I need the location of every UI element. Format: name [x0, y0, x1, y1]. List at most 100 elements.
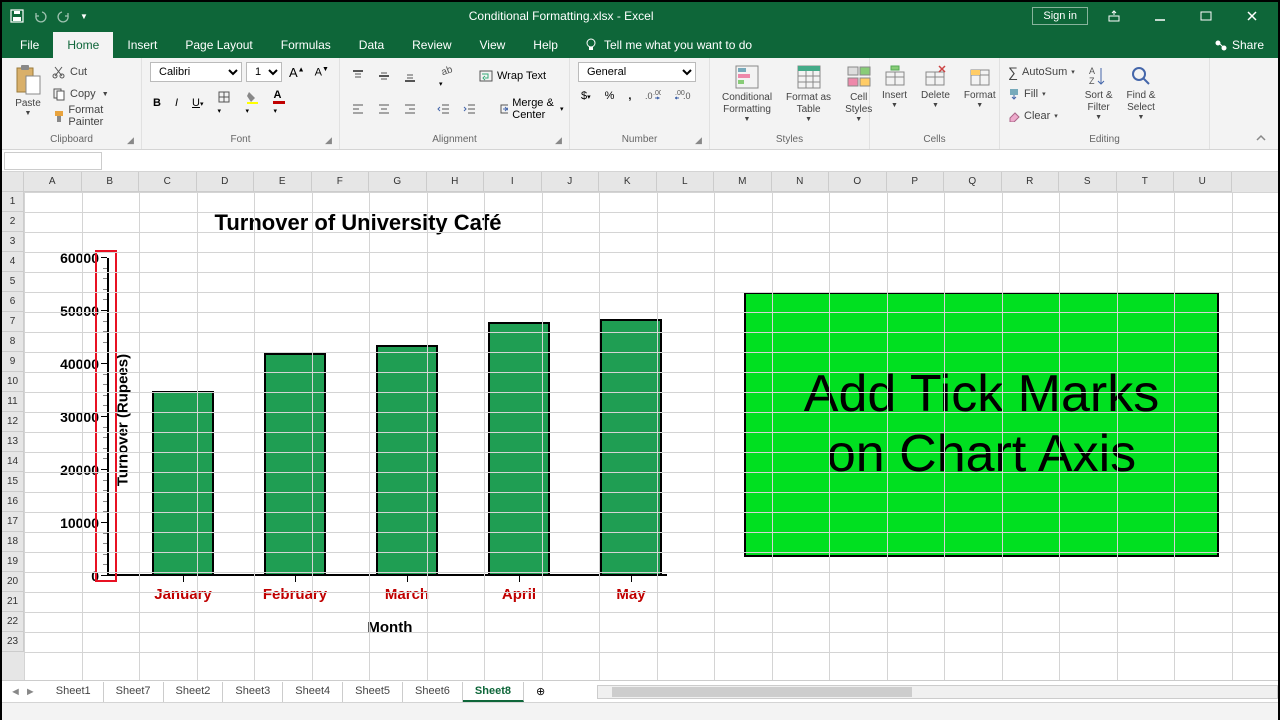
orientation-icon[interactable]: ab▾: [436, 62, 456, 90]
row-header[interactable]: 23: [2, 632, 24, 652]
decrease-decimal-icon[interactable]: .00.0: [672, 88, 694, 104]
format-cells-button[interactable]: Format▼: [960, 62, 1000, 112]
col-header[interactable]: F: [312, 172, 370, 192]
wrap-text-button[interactable]: Wrap Text: [476, 68, 549, 84]
chart-bar[interactable]: [600, 319, 662, 576]
align-left-icon[interactable]: [348, 101, 368, 117]
align-top-icon[interactable]: [348, 68, 368, 84]
select-all-corner[interactable]: [2, 172, 24, 192]
row-header[interactable]: 4: [2, 252, 24, 272]
row-header[interactable]: 11: [2, 392, 24, 412]
font-name-combo[interactable]: Calibri: [150, 62, 242, 82]
number-launcher[interactable]: ◢: [695, 135, 705, 145]
sheet-tab[interactable]: Sheet3: [223, 682, 283, 702]
increase-decimal-icon[interactable]: .0.00: [642, 88, 664, 104]
horizontal-scrollbar[interactable]: [597, 685, 1278, 699]
sheet-tab[interactable]: Sheet7: [104, 682, 164, 702]
close-icon[interactable]: [1232, 2, 1272, 30]
row-header[interactable]: 12: [2, 412, 24, 432]
row-header[interactable]: 19: [2, 552, 24, 572]
autosum-button[interactable]: ∑AutoSum▾: [1008, 62, 1075, 82]
tab-review[interactable]: Review: [398, 32, 465, 58]
row-header[interactable]: 3: [2, 232, 24, 252]
font-color-button[interactable]: A▾: [270, 88, 288, 117]
col-header[interactable]: J: [542, 172, 600, 192]
copy-button[interactable]: Copy▼: [52, 84, 133, 104]
ribbon-display-icon[interactable]: [1094, 2, 1134, 30]
alignment-launcher[interactable]: ◢: [555, 135, 565, 145]
row-header[interactable]: 9: [2, 352, 24, 372]
qat-dropdown-icon[interactable]: ▼: [80, 12, 88, 21]
row-header[interactable]: 10: [2, 372, 24, 392]
col-header[interactable]: R: [1002, 172, 1060, 192]
redo-icon[interactable]: [56, 9, 72, 23]
maximize-icon[interactable]: [1186, 2, 1226, 30]
row-header[interactable]: 14: [2, 452, 24, 472]
sheet-tab[interactable]: Sheet8: [463, 682, 524, 702]
number-format-combo[interactable]: General: [578, 62, 696, 82]
sheet-tab[interactable]: Sheet1: [44, 682, 104, 702]
tab-file[interactable]: File: [6, 32, 53, 58]
sheet-tab[interactable]: Sheet6: [403, 682, 463, 702]
underline-button[interactable]: U▾: [189, 96, 206, 110]
chart-object[interactable]: Turnover of University Café Turnover (Ru…: [39, 198, 677, 642]
minimize-icon[interactable]: [1140, 2, 1180, 30]
chart-bar[interactable]: [264, 353, 326, 576]
font-launcher[interactable]: ◢: [325, 135, 335, 145]
col-header[interactable]: C: [139, 172, 197, 192]
align-bottom-icon[interactable]: [400, 68, 420, 84]
align-center-icon[interactable]: [374, 101, 394, 117]
col-header[interactable]: N: [772, 172, 830, 192]
clear-button[interactable]: Clear▾: [1008, 106, 1075, 126]
chart-plot-area[interactable]: 0100002000030000400005000060000JanuaryFe…: [107, 258, 667, 576]
delete-cells-button[interactable]: Delete▼: [917, 62, 954, 112]
row-header[interactable]: 20: [2, 572, 24, 592]
increase-font-icon[interactable]: A▲: [286, 64, 308, 81]
col-header[interactable]: L: [657, 172, 715, 192]
fill-color-button[interactable]: ▾: [242, 89, 262, 117]
insert-cells-button[interactable]: Insert▼: [878, 62, 911, 112]
chart-x-axis-label[interactable]: Month: [367, 619, 412, 636]
tab-formulas[interactable]: Formulas: [267, 32, 345, 58]
row-header[interactable]: 6: [2, 292, 24, 312]
increase-indent-icon[interactable]: [460, 101, 480, 117]
col-header[interactable]: A: [24, 172, 82, 192]
col-header[interactable]: M: [714, 172, 772, 192]
merge-center-button[interactable]: Merge & Center▾: [497, 96, 566, 122]
format-painter-button[interactable]: Format Painter: [52, 106, 133, 126]
col-header[interactable]: O: [829, 172, 887, 192]
find-select-button[interactable]: Find & Select▼: [1123, 62, 1160, 124]
tab-home[interactable]: Home: [53, 32, 113, 58]
sheet-tab[interactable]: Sheet4: [283, 682, 343, 702]
col-header[interactable]: B: [82, 172, 140, 192]
tab-data[interactable]: Data: [345, 32, 398, 58]
decrease-indent-icon[interactable]: [434, 101, 454, 117]
fill-button[interactable]: Fill▾: [1008, 84, 1075, 104]
percent-button[interactable]: %: [602, 89, 618, 103]
align-right-icon[interactable]: [400, 101, 420, 117]
format-as-table-button[interactable]: Format as Table▼: [782, 62, 835, 126]
row-header[interactable]: 7: [2, 312, 24, 332]
col-header[interactable]: Q: [944, 172, 1002, 192]
col-header[interactable]: U: [1174, 172, 1232, 192]
chart-title[interactable]: Turnover of University Café: [39, 198, 677, 244]
col-header[interactable]: I: [484, 172, 542, 192]
col-header[interactable]: P: [887, 172, 945, 192]
conditional-formatting-button[interactable]: Conditional Formatting▼: [718, 62, 776, 126]
col-header[interactable]: H: [427, 172, 485, 192]
row-header[interactable]: 1: [2, 192, 24, 212]
chart-bar[interactable]: [376, 345, 438, 576]
sort-filter-button[interactable]: AZSort & Filter▼: [1081, 62, 1117, 124]
row-header[interactable]: 5: [2, 272, 24, 292]
share-button[interactable]: Share: [1200, 32, 1278, 58]
sign-in-button[interactable]: Sign in: [1032, 7, 1088, 25]
cut-button[interactable]: Cut: [52, 62, 133, 82]
col-header[interactable]: S: [1059, 172, 1117, 192]
italic-button[interactable]: I: [172, 96, 181, 110]
align-middle-icon[interactable]: [374, 68, 394, 84]
row-header[interactable]: 8: [2, 332, 24, 352]
undo-icon[interactable]: [32, 9, 48, 23]
clipboard-launcher[interactable]: ◢: [127, 135, 137, 145]
col-header[interactable]: G: [369, 172, 427, 192]
row-header[interactable]: 16: [2, 492, 24, 512]
